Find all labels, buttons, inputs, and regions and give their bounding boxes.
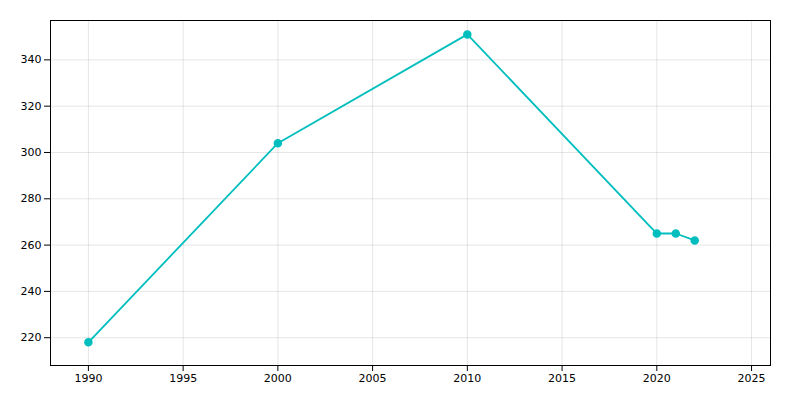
svg-text:2010: 2010 [453, 372, 481, 385]
svg-text:1990: 1990 [74, 372, 102, 385]
svg-text:2015: 2015 [548, 372, 576, 385]
svg-text:240: 240 [21, 285, 42, 298]
svg-text:2020: 2020 [643, 372, 671, 385]
svg-text:1995: 1995 [169, 372, 197, 385]
svg-text:2005: 2005 [359, 372, 387, 385]
svg-text:320: 320 [21, 100, 42, 113]
svg-text:2025: 2025 [738, 372, 766, 385]
svg-text:220: 220 [21, 331, 42, 344]
svg-text:300: 300 [21, 146, 42, 159]
svg-text:280: 280 [21, 192, 42, 205]
svg-text:2000: 2000 [264, 372, 292, 385]
svg-text:260: 260 [21, 239, 42, 252]
svg-text:340: 340 [21, 53, 42, 66]
